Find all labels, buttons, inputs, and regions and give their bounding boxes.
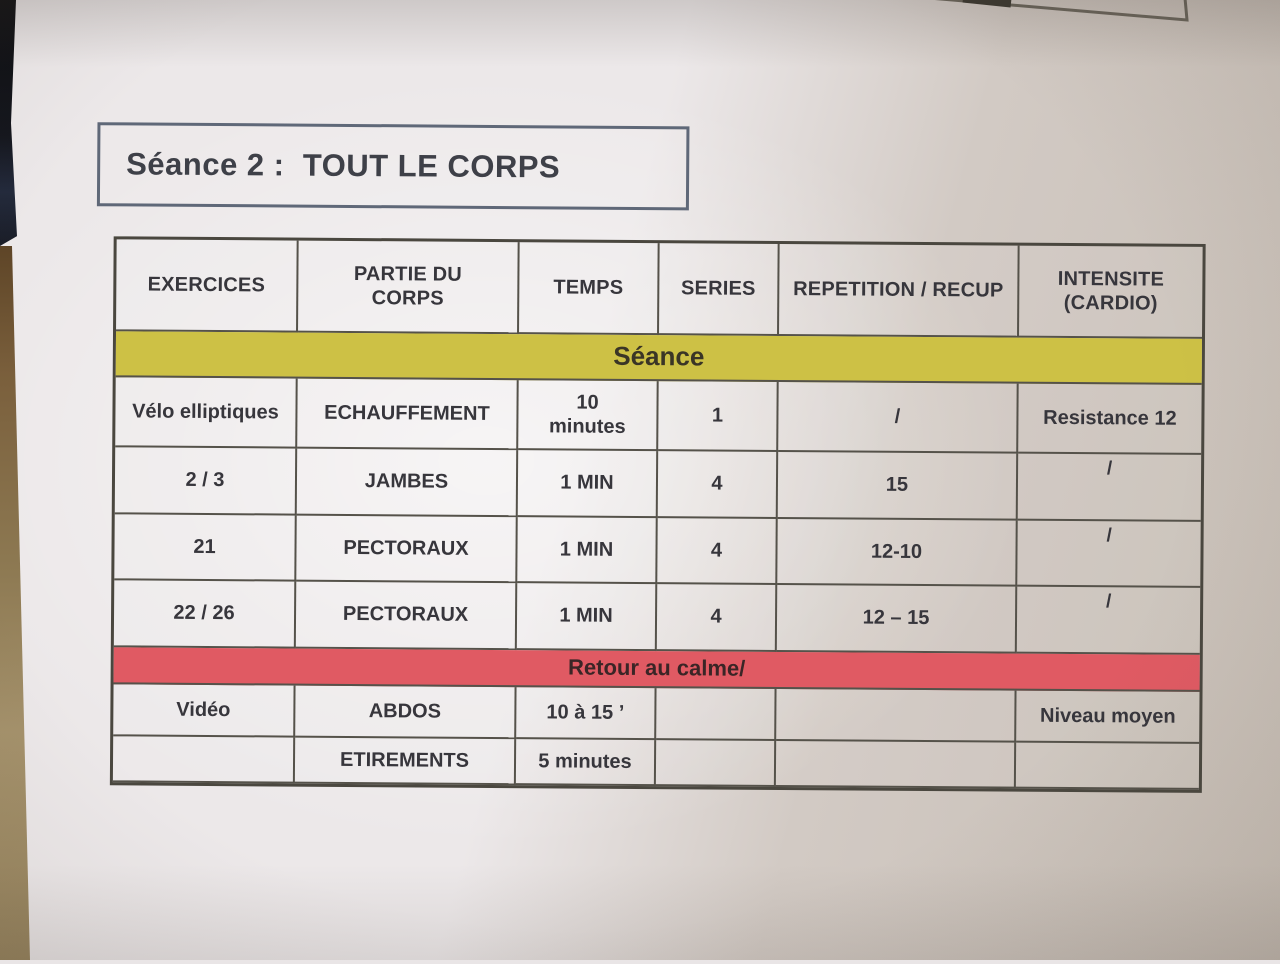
table-edge-thick-line	[962, 0, 1012, 8]
table-cell: Resistance 12	[1018, 383, 1202, 455]
table-cell: 10 minutes	[518, 380, 659, 452]
table-cell: 15	[777, 451, 1019, 521]
table-cell: 4	[656, 584, 778, 652]
table-cell: 12 – 15	[776, 584, 1018, 654]
table-cell	[655, 740, 777, 787]
dark-object-edge	[0, 0, 17, 246]
column-header: INTENSITE (CARDIO)	[1019, 245, 1203, 339]
table-cell: 10 à 15 ’	[516, 687, 657, 741]
table-cell: ABDOS	[295, 685, 517, 740]
column-header: TEMPS	[519, 242, 660, 336]
table-cell: 12-10	[777, 518, 1018, 587]
table-cell: 21	[114, 514, 297, 582]
table-cell: 1 MIN	[516, 583, 658, 652]
section-banner-seance: Séance	[115, 331, 1202, 385]
table-cell: 1 MIN	[517, 450, 659, 519]
table-cell	[656, 688, 777, 741]
table-cell: 1 MIN	[517, 517, 658, 585]
table-cell: /	[778, 381, 1019, 454]
table-corner-line	[934, 0, 1189, 22]
table-cell: PECTORAUX	[296, 515, 518, 584]
page-title: Séance 2 : TOUT LE CORPS	[126, 146, 561, 185]
title-box: Séance 2 : TOUT LE CORPS	[96, 122, 690, 211]
table-cell	[776, 688, 1017, 743]
table-cell: /	[1017, 520, 1201, 588]
table-cell: /	[1017, 453, 1202, 522]
table-cell: /	[1016, 586, 1201, 655]
table-cell: 4	[657, 518, 778, 585]
column-header: SERIES	[659, 243, 780, 336]
table-cell: 22 / 26	[113, 580, 297, 649]
table-cell: 5 minutes	[515, 739, 657, 787]
table-cell: Niveau moyen	[1016, 690, 1200, 744]
column-header: PARTIE DU CORPS	[298, 240, 520, 335]
table-cell: Vélo elliptiques	[115, 377, 298, 449]
previous-table-fragment	[934, 0, 1189, 22]
workout-table: EXERCICES PARTIE DU CORPS TEMPS SERIES REPET…	[109, 236, 1206, 793]
table-cell: ECHAUFFEMENT	[297, 378, 519, 451]
table-cell	[112, 736, 296, 784]
table-cell: Vidéo	[113, 684, 296, 738]
table-cell	[1015, 742, 1200, 790]
column-header: EXERCICES	[116, 239, 299, 333]
table-cell: PECTORAUX	[295, 581, 518, 651]
table-cell: 1	[658, 381, 779, 452]
table-cell: 2 / 3	[114, 447, 298, 516]
table-cell: JAMBES	[296, 448, 519, 518]
table-cell: 4	[657, 451, 779, 519]
table-cell: ETIREMENTS	[294, 737, 517, 786]
table-cell	[775, 740, 1017, 789]
column-header: REPETITION / RECUP	[779, 243, 1020, 338]
